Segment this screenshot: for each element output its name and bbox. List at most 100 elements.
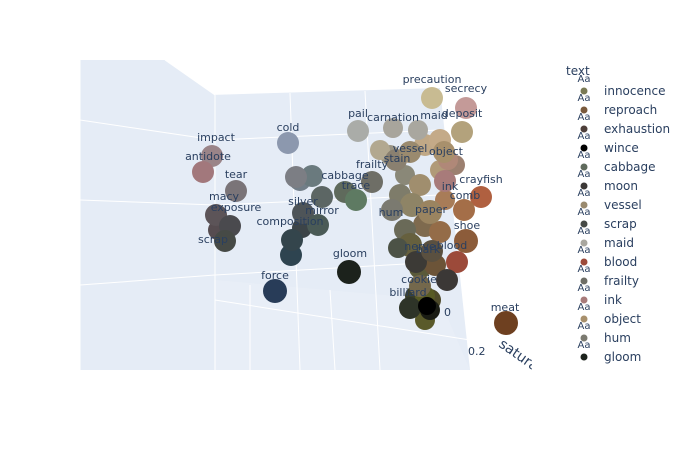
legend-label-moon[interactable]: moon xyxy=(604,179,638,193)
point-label-impact: impact xyxy=(197,131,236,144)
legend-symbol-text: Aa xyxy=(578,93,591,104)
legend-label-gloom[interactable]: gloom xyxy=(604,350,641,364)
point-scrap xyxy=(214,230,236,252)
point-ink xyxy=(434,170,456,192)
point-secrecy xyxy=(455,97,477,119)
legend-label-vessel[interactable]: vessel xyxy=(604,198,642,212)
legend-label-scrap[interactable]: scrap xyxy=(604,217,637,231)
legend-symbol-text: Aa xyxy=(578,302,591,313)
legend-label-exhaustion[interactable]: exhaustion xyxy=(604,122,670,136)
legend-marker-frailty[interactable] xyxy=(580,277,588,285)
axis-tick-0: 0 xyxy=(444,306,451,319)
legend-symbol-text: Aa xyxy=(578,112,591,123)
point-label-shoe: shoe xyxy=(454,219,480,232)
legend-marker-gloom[interactable] xyxy=(580,353,588,361)
background-point xyxy=(311,186,333,208)
legend-label-frailty[interactable]: frailty xyxy=(604,274,639,288)
point-label-pail: pail xyxy=(348,107,368,120)
legend-marker-scrap[interactable] xyxy=(580,220,588,228)
legend-marker-maid[interactable] xyxy=(580,239,588,247)
point-antidote xyxy=(192,161,214,183)
legend-marker-exhaustion[interactable] xyxy=(580,125,588,133)
point-label-paper: paper xyxy=(415,203,447,216)
point-billiard xyxy=(399,297,421,319)
legend-symbol-text: Aa xyxy=(578,74,591,85)
point-tear xyxy=(225,180,247,202)
point-label-nerve: nerve xyxy=(404,240,436,253)
point-label-billiard: billiard xyxy=(389,286,426,299)
point-label-antidote: antidote xyxy=(185,150,231,163)
legend-title: text xyxy=(566,64,590,78)
point-label-crayfish: crayfish xyxy=(459,173,502,186)
point-cookie xyxy=(409,275,431,297)
legend-symbol-text: Aa xyxy=(578,264,591,275)
point-meat xyxy=(494,311,518,335)
point-label-meat: meat xyxy=(491,301,520,314)
background-point xyxy=(301,165,323,187)
point-composition xyxy=(281,229,303,251)
point-label-silver: silver xyxy=(288,195,318,208)
point-label-secrecy: secrecy xyxy=(445,82,488,95)
legend-marker-cabbage[interactable] xyxy=(580,163,588,171)
legend-symbol-text: Aa xyxy=(578,283,591,294)
legend-label-hum[interactable]: hum xyxy=(604,331,631,345)
point-label-object: object xyxy=(429,145,464,158)
point-shoe xyxy=(454,229,478,253)
legend-symbol-text: Aa xyxy=(578,226,591,237)
point-label-gloom: gloom xyxy=(333,247,367,260)
point-wince xyxy=(418,297,436,315)
legend-marker-blood[interactable] xyxy=(580,258,588,266)
background-point xyxy=(388,238,408,258)
point-silver xyxy=(292,202,314,224)
back-wall-left xyxy=(80,60,215,370)
point-label-vessel: vessel xyxy=(393,142,428,155)
point-blood xyxy=(446,251,468,273)
point-label-cabbage: cabbage xyxy=(321,169,368,182)
point-label-carnation: carnation xyxy=(367,111,419,124)
point-label-cookie: cookie xyxy=(401,273,437,286)
point-gloom xyxy=(337,260,361,284)
legend-label-ink[interactable]: ink xyxy=(604,293,622,307)
point-label-mirror: mirror xyxy=(305,204,339,217)
point-label-force: force xyxy=(261,269,289,282)
legend-symbol-text: Aa xyxy=(578,131,591,142)
legend-marker-object[interactable] xyxy=(580,315,588,323)
point-label-scrap: scrap xyxy=(198,233,228,246)
background-point xyxy=(400,193,424,217)
point-mirror xyxy=(307,214,329,236)
legend-label-blood[interactable]: blood xyxy=(604,255,637,269)
legend-marker-vessel[interactable] xyxy=(580,201,588,209)
legend-marker-hum[interactable] xyxy=(580,334,588,342)
legend-marker-wince[interactable] xyxy=(580,144,588,152)
legend-marker-innocence[interactable] xyxy=(580,87,588,95)
point-label-trace: trace xyxy=(342,179,371,192)
legend-label-wince[interactable]: wince xyxy=(604,141,639,155)
point-label-blood: blood xyxy=(437,239,467,252)
legend-symbol-text: Aa xyxy=(578,169,591,180)
legend-marker-ink[interactable] xyxy=(580,296,588,304)
legend-label-innocence[interactable]: innocence xyxy=(604,84,665,98)
point-trace xyxy=(345,189,367,211)
legend-symbol-text: Aa xyxy=(578,188,591,199)
legend-label-cabbage[interactable]: cabbage xyxy=(604,160,656,174)
point-hum xyxy=(381,199,403,221)
point-object xyxy=(433,141,455,163)
point-label-deposit: deposit xyxy=(442,107,483,120)
legend-symbol-text: Aa xyxy=(578,207,591,218)
point-crayfish xyxy=(470,186,492,208)
legend-label-object[interactable]: object xyxy=(604,312,641,326)
legend-marker-moon[interactable] xyxy=(580,182,588,190)
legend-label-reproach[interactable]: reproach xyxy=(604,103,657,117)
background-point xyxy=(409,174,431,196)
point-force xyxy=(263,279,287,303)
point-label-hum: hum xyxy=(379,206,404,219)
legend-label-maid[interactable]: maid xyxy=(604,236,634,250)
point-label-cold: cold xyxy=(277,121,300,134)
legend-marker-reproach[interactable] xyxy=(580,106,588,114)
point-impact xyxy=(201,145,223,167)
point-vessel xyxy=(399,141,421,163)
point-label-macy: macy xyxy=(209,190,240,203)
point-nerve xyxy=(405,251,427,273)
